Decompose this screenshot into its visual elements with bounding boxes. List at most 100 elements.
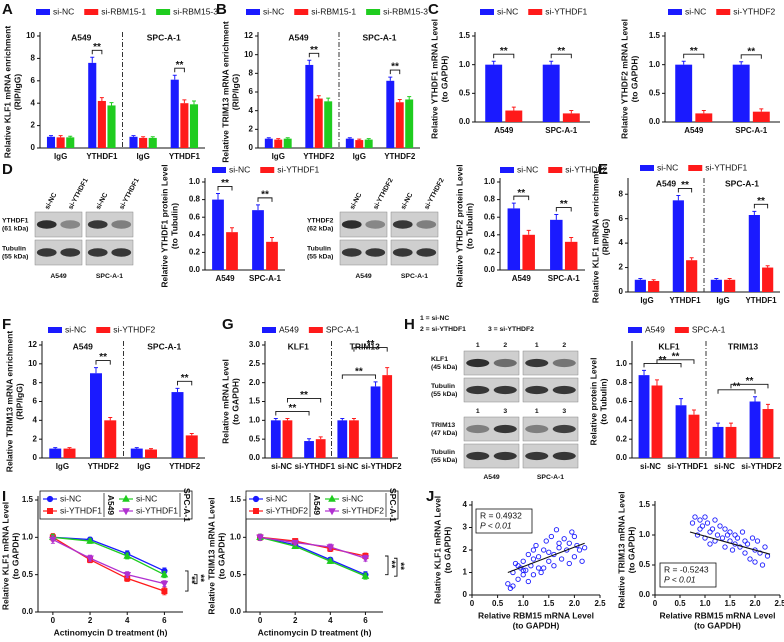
error-bar bbox=[351, 417, 356, 421]
y-tick-label: 2 bbox=[619, 263, 624, 272]
point bbox=[328, 494, 336, 502]
y-tick-label: 2 bbox=[463, 545, 468, 554]
error-bar bbox=[569, 236, 574, 242]
bar bbox=[542, 64, 560, 122]
y-axis-label: Relative protein Level bbox=[588, 358, 598, 446]
y-tick-label: 10 bbox=[28, 359, 37, 368]
bar bbox=[675, 405, 687, 458]
significance-bracket bbox=[740, 54, 762, 59]
bar bbox=[46, 136, 56, 148]
x-tick-label: 0 bbox=[653, 599, 658, 608]
error-bar bbox=[681, 60, 686, 65]
significance-label: ** bbox=[310, 45, 318, 56]
error-bar bbox=[90, 56, 95, 63]
x-tick-label: 2 bbox=[293, 616, 298, 625]
point bbox=[520, 567, 526, 573]
legend-swatch bbox=[260, 167, 275, 173]
error-bar bbox=[285, 417, 290, 421]
significance-bracket bbox=[177, 380, 193, 386]
significance-label: ** bbox=[194, 574, 205, 582]
x-tick-label: A549 bbox=[684, 126, 704, 135]
legend-label: si-YTHDF1 bbox=[545, 6, 587, 16]
y-tick-label: 1 bbox=[463, 568, 468, 577]
point bbox=[709, 526, 716, 532]
bar bbox=[305, 64, 314, 148]
x-tick-label: si-NC bbox=[338, 462, 359, 471]
significance-label: ** bbox=[757, 196, 765, 207]
point bbox=[707, 529, 713, 535]
x-tick-label: YTHDF1 bbox=[86, 152, 118, 161]
error-bar bbox=[385, 367, 390, 376]
significance-bracket bbox=[683, 53, 705, 59]
x-tick-label: 6 bbox=[363, 616, 368, 625]
legend-swatch bbox=[84, 9, 99, 15]
x-axis-label: Relative RBM15 mRNA Level bbox=[660, 610, 776, 620]
bar bbox=[171, 392, 184, 458]
series-line bbox=[259, 536, 366, 576]
panel-label: A bbox=[2, 1, 13, 18]
legend-swatch bbox=[640, 165, 654, 171]
point bbox=[122, 494, 130, 502]
lane-label: si-YTHDF2 bbox=[372, 177, 394, 211]
error-bar bbox=[701, 110, 706, 114]
point bbox=[717, 523, 723, 529]
error-bar bbox=[230, 227, 234, 233]
group-label: SPC-A-1 bbox=[147, 341, 181, 351]
point bbox=[699, 523, 706, 529]
error-bar bbox=[727, 278, 732, 280]
x-tick-label: 2.5 bbox=[774, 599, 784, 608]
x-tick-label: 2.0 bbox=[749, 599, 761, 608]
significance-label: ** bbox=[659, 355, 667, 366]
panel-label: J bbox=[426, 488, 434, 505]
y-tick-label: 0.8 bbox=[189, 195, 201, 204]
point bbox=[752, 547, 758, 553]
bar bbox=[762, 409, 774, 458]
blot-band bbox=[87, 220, 108, 229]
point bbox=[326, 556, 335, 564]
legend-label: si-YTHDF2 bbox=[113, 324, 155, 334]
y-tick-label: 0.5 bbox=[649, 88, 661, 97]
group-label: SPC-A-1 bbox=[147, 32, 181, 42]
error-bar bbox=[347, 137, 352, 139]
panel-label: H bbox=[404, 316, 415, 333]
y-tick-label: 0.6 bbox=[189, 212, 201, 221]
error-bar bbox=[511, 202, 516, 209]
error-bar bbox=[511, 106, 516, 111]
legend-label: si-YTHDF2 bbox=[733, 6, 775, 16]
annotation: P < 0.01 bbox=[664, 574, 696, 584]
x-tick-label: 2.5 bbox=[594, 599, 606, 608]
error-bar bbox=[68, 135, 73, 138]
error-bar bbox=[149, 448, 154, 450]
error-bar bbox=[340, 417, 345, 421]
y-tick-label: 0.4 bbox=[484, 230, 496, 239]
error-bar bbox=[318, 436, 323, 440]
point bbox=[256, 534, 264, 542]
error-bar bbox=[93, 367, 98, 374]
lane-label: si-NC bbox=[400, 192, 415, 211]
bar bbox=[104, 420, 117, 458]
blot-band bbox=[493, 451, 517, 461]
point bbox=[742, 538, 748, 544]
point bbox=[535, 565, 542, 571]
point bbox=[160, 570, 169, 578]
error-bar bbox=[172, 74, 177, 80]
y-tick-label: 1.0 bbox=[484, 177, 496, 186]
bar bbox=[282, 420, 293, 458]
bar bbox=[732, 64, 750, 122]
y-tick-label: 0.0 bbox=[649, 117, 661, 126]
y-tick-label: 12 bbox=[28, 340, 37, 349]
x-tick-label: 1.5 bbox=[543, 599, 555, 608]
legend-label: si-NC bbox=[517, 164, 538, 174]
x-tick-label: SPC-A-1 bbox=[735, 126, 768, 135]
x-tick-label: IgG bbox=[137, 462, 150, 471]
y-axis-label: (to GAPDH) bbox=[439, 55, 449, 102]
significance-bracket bbox=[493, 53, 515, 59]
point bbox=[525, 578, 531, 585]
y-axis-label: (RIP/IgG) bbox=[14, 383, 24, 420]
error-bar bbox=[58, 135, 63, 138]
point bbox=[747, 556, 753, 562]
legend-swatch bbox=[96, 327, 111, 333]
significance-label: ** bbox=[221, 178, 229, 189]
bar bbox=[651, 385, 663, 458]
y-tick-label: 0.5 bbox=[249, 434, 261, 443]
